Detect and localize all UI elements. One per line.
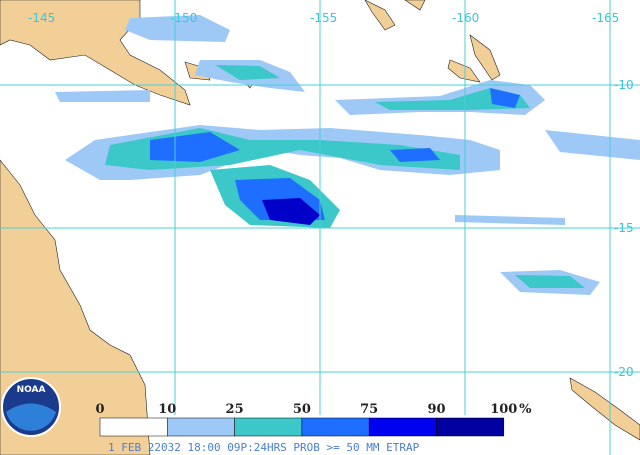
land (364, 0, 396, 31)
rain-area (55, 90, 150, 102)
caption: 1 FEB 22032 18:00 09P:24HRS PROB >= 50 M… (108, 441, 420, 454)
lon-label: -165 (592, 11, 619, 25)
legend-label: 90 (427, 402, 445, 417)
lat-label: -15 (614, 221, 634, 235)
legend-swatch (167, 417, 235, 437)
logo-text: NOAA (17, 385, 46, 395)
land (569, 377, 640, 441)
rain-area (545, 130, 640, 160)
legend-swatch (301, 417, 370, 437)
lat-label: -20 (614, 365, 634, 379)
legend-label: 50 (293, 402, 311, 417)
lon-label: -145 (28, 11, 55, 25)
land (404, 0, 426, 11)
lat-label: -10 (614, 78, 634, 92)
legend-swatch (368, 417, 437, 437)
legend-label: 75 (360, 402, 378, 417)
rain-area (215, 65, 280, 80)
legend-label: 0 (95, 402, 104, 417)
land (447, 59, 481, 83)
lon-label: -160 (452, 11, 479, 25)
land (469, 34, 501, 81)
legend-unit: % (519, 402, 532, 417)
legend-label: 10 (158, 402, 176, 417)
rain-area (455, 215, 565, 225)
rain-area (125, 15, 230, 42)
rain-area (515, 275, 585, 288)
legend-swatch (436, 417, 505, 437)
rain-area (490, 88, 520, 108)
lon-label: -150 (170, 11, 197, 25)
lon-label: -155 (310, 11, 337, 25)
legend: 0 10 25 50 75 90 100% (95, 402, 532, 437)
rain-area (150, 132, 240, 162)
rain-area (262, 198, 320, 225)
legend-label: 100 (490, 402, 517, 417)
land (0, 0, 191, 106)
legend-swatch (99, 417, 168, 437)
legend-label: 25 (226, 402, 244, 417)
rain-area (390, 148, 440, 162)
legend-swatch (234, 417, 303, 437)
noaa-logo: NOAA (1, 377, 61, 437)
